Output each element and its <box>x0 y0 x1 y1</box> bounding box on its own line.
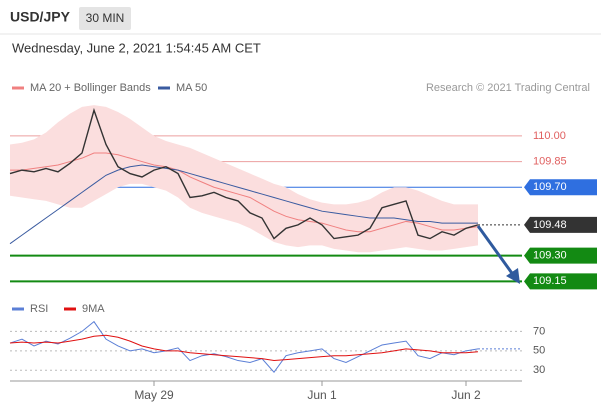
legend-label: MA 20 + Bollinger Bands <box>30 82 151 94</box>
level-box <box>524 216 597 233</box>
close-line <box>9 107 479 240</box>
legend-label: MA 50 <box>176 82 207 94</box>
level-label: 109.30 <box>533 250 567 262</box>
level-box <box>524 273 597 290</box>
x-tick-label: May 29 <box>134 388 174 402</box>
level-label: 109.15 <box>533 275 567 287</box>
y-tick-label: 30 <box>533 364 545 376</box>
y-tick-label: 50 <box>533 345 545 357</box>
bollinger-band <box>10 105 478 253</box>
symbol: USD/JPY <box>10 9 71 25</box>
level-label: 109.85 <box>533 155 567 167</box>
level-label: 109.70 <box>533 181 567 193</box>
interval-button[interactable] <box>79 7 131 30</box>
x-tick-label: Jun 2 <box>451 388 481 402</box>
series-line <box>9 164 478 245</box>
series-line <box>9 320 479 374</box>
forecast-arrow <box>476 225 516 277</box>
source: Research © 2021 Trading Central <box>426 82 590 94</box>
timestamp: Wednesday, June 2, 2021 1:54:45 AM CET <box>12 40 261 55</box>
forecast-arrowhead <box>506 268 520 284</box>
series-line <box>10 152 479 233</box>
interval-label[interactable]: 30 MIN <box>86 11 125 25</box>
level-box <box>524 179 597 196</box>
series-line <box>9 334 479 362</box>
level-box <box>524 247 597 264</box>
level-label: 109.48 <box>533 219 567 231</box>
x-tick-label: Jun 1 <box>307 388 337 402</box>
legend-label: 9MA <box>82 303 105 315</box>
level-label: 110.00 <box>533 130 566 142</box>
legend-label: RSI <box>30 303 48 315</box>
y-tick-label: 70 <box>533 325 545 337</box>
